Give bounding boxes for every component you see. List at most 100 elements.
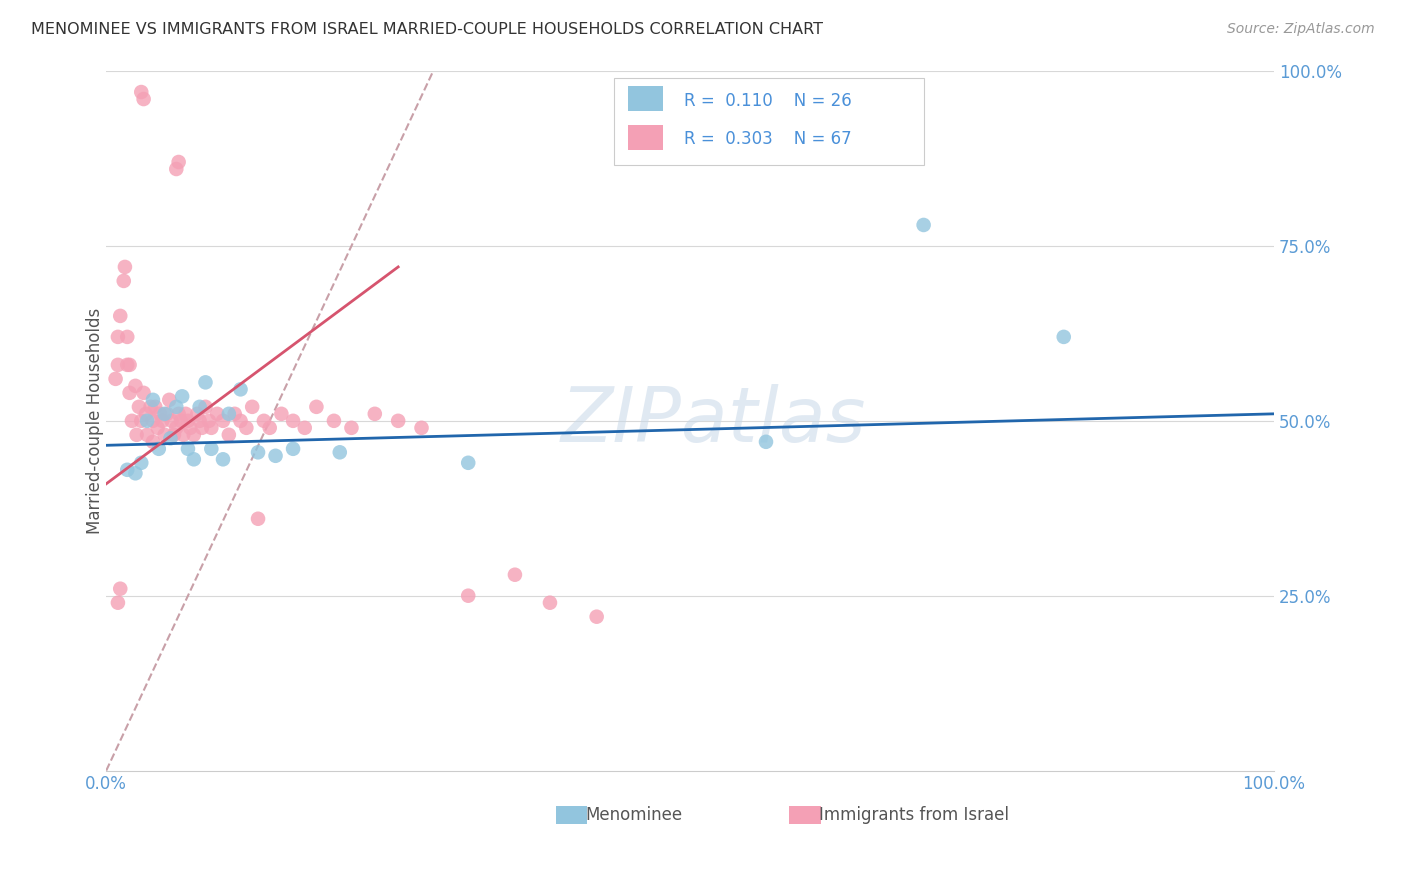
- Point: [294, 421, 316, 435]
- Point: [157, 392, 180, 407]
- Point: [148, 442, 170, 456]
- Point: [107, 596, 129, 610]
- FancyBboxPatch shape: [628, 125, 664, 150]
- Point: [159, 431, 181, 445]
- Point: [411, 421, 433, 435]
- Point: [281, 442, 304, 456]
- Point: [167, 407, 190, 421]
- Point: [174, 407, 197, 421]
- Point: [253, 414, 276, 428]
- Point: [340, 421, 363, 435]
- Point: [224, 407, 246, 421]
- Point: [136, 414, 159, 428]
- Point: [212, 414, 235, 428]
- Point: [179, 421, 201, 435]
- Point: [194, 376, 217, 390]
- Point: [129, 414, 152, 428]
- Point: [264, 449, 287, 463]
- Point: [323, 414, 346, 428]
- Text: R =  0.110    N = 26: R = 0.110 N = 26: [685, 92, 852, 110]
- Point: [247, 445, 270, 459]
- Point: [229, 414, 252, 428]
- Point: [212, 452, 235, 467]
- Point: [136, 427, 159, 442]
- Point: [149, 407, 172, 421]
- Point: [755, 434, 778, 449]
- FancyBboxPatch shape: [789, 805, 821, 824]
- Text: Menominee: Menominee: [585, 806, 682, 824]
- Point: [153, 427, 176, 442]
- Point: [135, 407, 157, 421]
- FancyBboxPatch shape: [555, 805, 588, 824]
- Point: [200, 442, 222, 456]
- Point: [912, 218, 935, 232]
- Point: [142, 434, 165, 449]
- Point: [156, 407, 179, 421]
- Point: [160, 414, 183, 428]
- FancyBboxPatch shape: [628, 87, 664, 112]
- Point: [329, 445, 352, 459]
- FancyBboxPatch shape: [614, 78, 924, 166]
- Text: R =  0.303    N = 67: R = 0.303 N = 67: [685, 130, 852, 148]
- Point: [132, 92, 155, 106]
- Point: [538, 596, 561, 610]
- Point: [177, 442, 200, 456]
- Point: [177, 414, 200, 428]
- Point: [200, 421, 222, 435]
- Point: [110, 582, 132, 596]
- Text: Immigrants from Israel: Immigrants from Israel: [818, 806, 1008, 824]
- Point: [503, 567, 526, 582]
- Point: [188, 400, 211, 414]
- Point: [305, 400, 328, 414]
- Point: [165, 421, 187, 435]
- Point: [198, 414, 221, 428]
- Point: [132, 385, 155, 400]
- Point: [218, 427, 240, 442]
- Point: [118, 358, 141, 372]
- Point: [139, 400, 162, 414]
- Point: [270, 407, 292, 421]
- Point: [259, 421, 281, 435]
- Point: [247, 512, 270, 526]
- Point: [1053, 330, 1076, 344]
- Point: [153, 407, 176, 421]
- Point: [235, 421, 257, 435]
- Point: [117, 358, 139, 372]
- Point: [240, 400, 263, 414]
- Point: [129, 456, 152, 470]
- Point: [124, 379, 146, 393]
- Point: [146, 421, 169, 435]
- Point: [114, 260, 136, 274]
- Point: [107, 358, 129, 372]
- Point: [205, 407, 228, 421]
- Point: [183, 427, 205, 442]
- Point: [143, 400, 166, 414]
- Point: [191, 421, 214, 435]
- Point: [125, 427, 148, 442]
- Point: [129, 85, 152, 99]
- Point: [457, 456, 479, 470]
- Point: [188, 414, 211, 428]
- Point: [104, 372, 127, 386]
- Point: [150, 414, 173, 428]
- Point: [218, 407, 240, 421]
- Point: [163, 427, 186, 442]
- Point: [117, 463, 139, 477]
- Text: MENOMINEE VS IMMIGRANTS FROM ISRAEL MARRIED-COUPLE HOUSEHOLDS CORRELATION CHART: MENOMINEE VS IMMIGRANTS FROM ISRAEL MARR…: [31, 22, 823, 37]
- Point: [387, 414, 409, 428]
- Point: [142, 392, 165, 407]
- Point: [107, 330, 129, 344]
- Text: Source: ZipAtlas.com: Source: ZipAtlas.com: [1227, 22, 1375, 37]
- Y-axis label: Married-couple Households: Married-couple Households: [86, 308, 104, 534]
- Point: [281, 414, 304, 428]
- Point: [128, 400, 150, 414]
- Point: [170, 414, 193, 428]
- Point: [457, 589, 479, 603]
- Point: [118, 385, 141, 400]
- Point: [364, 407, 387, 421]
- Point: [121, 414, 143, 428]
- Point: [585, 609, 607, 624]
- Point: [172, 389, 194, 403]
- Point: [172, 427, 194, 442]
- Point: [167, 155, 190, 169]
